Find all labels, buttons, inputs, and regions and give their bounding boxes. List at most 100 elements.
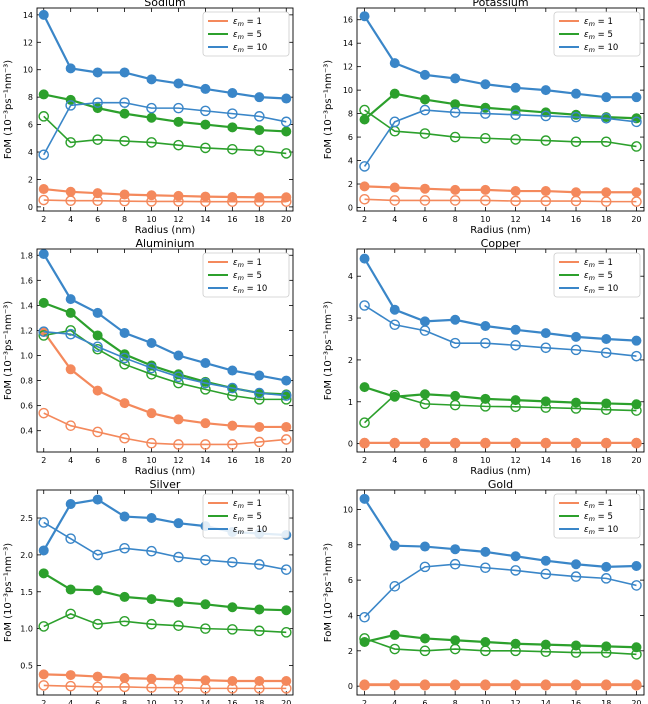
chart-silver-point	[38, 517, 50, 528]
chart-gold-xtick-label: 18	[601, 699, 611, 704]
chart-copper-point	[359, 253, 370, 264]
chart-gold-xtick-label: 6	[422, 699, 427, 704]
chart-copper-series-line-5	[364, 304, 637, 357]
chart-potassium-series-line-0	[364, 185, 637, 194]
chart-silver-series-group	[38, 494, 292, 694]
chart-potassium-point	[389, 116, 401, 128]
chart-copper-legend-box	[553, 252, 641, 298]
chart-aluminium-series-line-5	[43, 330, 287, 397]
chart-potassium-point	[419, 104, 431, 116]
chart-silver-point	[227, 556, 238, 568]
chart-potassium-point	[480, 184, 491, 195]
chart-sodium-ytick-label: 0	[28, 203, 33, 212]
chart-gold-point	[389, 629, 400, 640]
chart-gold-legend-label: εm = 1	[584, 499, 613, 510]
chart-aluminium-xtick-label: 16	[227, 456, 237, 465]
chart-aluminium-legend-label: εm = 5	[233, 271, 262, 282]
chart-potassium-legend-label: εm = 5	[584, 30, 613, 41]
chart-potassium-point	[631, 141, 642, 152]
chart-gold-series-line-3	[364, 637, 637, 656]
chart-potassium-point	[480, 195, 491, 206]
chart-copper-legend-label: εm = 5	[584, 271, 613, 282]
chart-potassium-title: Potassium	[472, 0, 528, 9]
chart-sodium-point	[38, 184, 49, 195]
chart-copper-ytick-label: 4	[348, 272, 353, 281]
chart-potassium-point	[480, 108, 491, 119]
chart-aluminium-xtick-label: 18	[254, 456, 264, 465]
chart-aluminium-point	[173, 439, 184, 450]
chart-aluminium-point	[146, 408, 157, 419]
chart-potassium-point	[510, 195, 521, 207]
chart-aluminium-series-line-0	[42, 331, 287, 429]
chart-sodium-xtick-label: 6	[95, 215, 100, 224]
chart-aluminium-point	[38, 407, 50, 419]
chart-sodium-point	[200, 142, 211, 154]
chart-copper-point	[419, 398, 431, 410]
chart-silver-ytick-label: 1.5	[20, 588, 33, 597]
chart-potassium-series-line-1	[364, 198, 637, 203]
chart-sodium-ytick-label: 10	[23, 66, 33, 75]
chart-aluminium-ytick-label: 1.4	[20, 301, 33, 310]
chart-aluminium-point	[281, 421, 292, 432]
chart-sodium-xtick-label: 8	[122, 215, 127, 224]
chart-aluminium-ytick-label: 1.8	[20, 251, 33, 260]
chart-gold-point	[359, 493, 370, 504]
chart-gold-point	[570, 571, 582, 582]
chart-gold-ytick-label: 4	[348, 611, 353, 620]
chart-gold-ytick-label: 0	[348, 682, 353, 691]
chart-aluminium-ytick-label: 1.2	[20, 326, 33, 335]
chart-copper-point	[359, 417, 370, 429]
chart-sodium-point	[92, 103, 103, 114]
chart-copper-legend-label: εm = 1	[584, 258, 613, 269]
chart-gold-series-line-4	[363, 498, 637, 568]
chart-sodium-point	[254, 111, 265, 122]
chart-gold-point	[480, 562, 491, 574]
chart-potassium-point	[631, 92, 642, 103]
chart-sodium-ytick-label: 8	[28, 93, 33, 102]
chart-copper-point	[600, 404, 612, 416]
chart-potassium-point	[571, 187, 582, 198]
chart-silver-point	[227, 624, 238, 635]
chart-aluminium-point	[119, 432, 130, 444]
chart-potassium-point	[601, 187, 612, 198]
chart-sodium-frame	[36, 7, 294, 212]
chart-sodium-title: Sodium	[144, 0, 185, 9]
chart-gold-ytick-label: 2	[348, 647, 353, 656]
chart-sodium-point	[146, 74, 157, 85]
chart-aluminium-frame	[36, 248, 294, 453]
chart-silver-point	[281, 675, 292, 686]
chart-copper-xtick-label: 8	[453, 456, 458, 465]
chart-gold-point	[540, 555, 551, 566]
chart-potassium-series-line-3	[364, 109, 637, 148]
chart-sodium-point	[92, 97, 103, 108]
chart-gold-point	[600, 573, 612, 584]
chart-potassium-ytick-label: 0	[348, 203, 353, 212]
chart-potassium-point	[631, 196, 642, 207]
chart-silver-frame	[36, 489, 294, 696]
chart-sodium-point	[65, 137, 76, 148]
chart-potassium-xtick-label: 2	[362, 215, 367, 224]
chart-silver-xtick-label: 16	[227, 699, 237, 704]
chart-aluminium-series-line-1	[43, 412, 287, 446]
chart-sodium-legend: εm = 1 εm = 5 εm = 10	[202, 11, 290, 57]
chart-gold-point	[389, 581, 401, 592]
chart-potassium-point	[540, 110, 552, 122]
chart-gold-xtick-label: 8	[453, 699, 458, 704]
chart-aluminium-point	[65, 307, 76, 318]
chart-silver-series-line-0	[43, 673, 287, 683]
chart-potassium-legend-box	[553, 11, 641, 57]
chart-gold-point	[510, 645, 521, 657]
chart-silver: Silver24681012141618200.51.01.52.02.5Rad…	[3, 478, 294, 704]
chart-gold-point	[510, 679, 521, 691]
chart-sodium-point	[173, 78, 184, 89]
chart-potassium-xtick-label: 14	[541, 215, 551, 224]
chart-silver-ytick-label: 1.0	[20, 625, 33, 634]
chart-silver-point	[92, 585, 103, 596]
chart-gold-legend-box	[553, 493, 641, 539]
chart-gold-point	[631, 560, 642, 571]
chart-aluminium-xtick-label: 8	[122, 456, 127, 465]
chart-silver-point	[38, 621, 50, 632]
chart-aluminium-point	[254, 421, 265, 432]
chart-copper-point	[540, 402, 552, 413]
chart-copper-point	[510, 401, 521, 413]
